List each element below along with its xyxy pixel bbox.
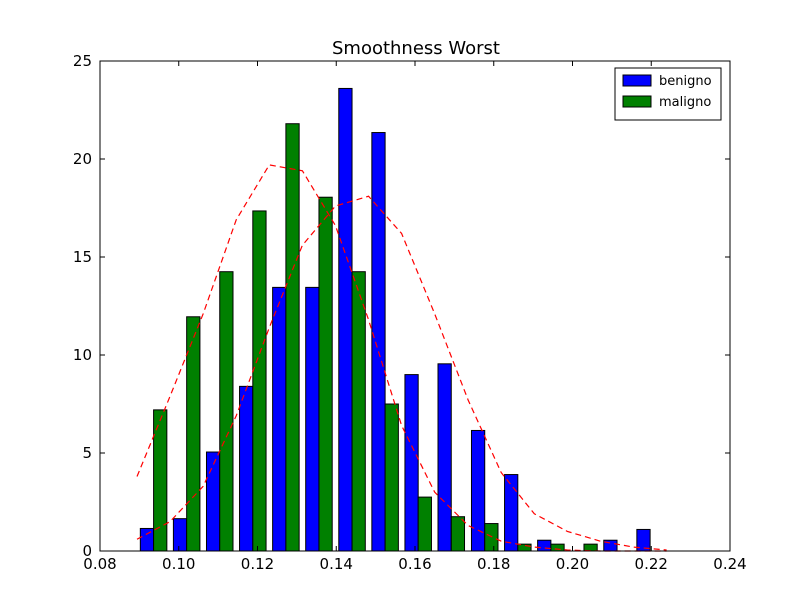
bar-benigno-9 — [437, 363, 452, 552]
y-tick-label: 25 — [73, 52, 92, 70]
bar-benigno-8 — [404, 374, 419, 552]
y-tick-label: 15 — [73, 248, 92, 266]
x-tick-label: 0.08 — [83, 555, 116, 573]
bar-maligno-9 — [450, 516, 466, 552]
bar-benigno-7 — [371, 132, 386, 552]
legend-label-benigno: benigno — [659, 74, 712, 89]
bar-benigno-5 — [305, 286, 320, 552]
legend-label-maligno: maligno — [659, 95, 711, 110]
bar-maligno-7 — [384, 403, 399, 552]
legend-swatch-maligno — [622, 95, 652, 108]
bar-maligno-6 — [351, 271, 366, 552]
bar-maligno-3 — [252, 210, 267, 552]
x-tick-label: 0.14 — [320, 555, 353, 573]
x-axis: 0.08 0.10 0.12 0.14 0.16 0.18 0.20 0.22 0.24 — [83, 61, 747, 573]
x-tick-label: 0.16 — [398, 555, 431, 573]
x-tick-label: 0.24 — [713, 555, 746, 573]
y-tick-label: 10 — [73, 346, 92, 364]
chart-title: Smoothness Worst — [332, 38, 500, 59]
fit-curve-0 — [136, 195, 667, 551]
bar-maligno-12 — [550, 543, 565, 552]
bar-maligno-2 — [219, 271, 234, 552]
x-tick-label: 0.20 — [556, 555, 589, 573]
bar-maligno-5 — [318, 196, 333, 552]
y-tick-label: 20 — [73, 150, 92, 168]
bar-maligno-1 — [186, 316, 201, 552]
bar-maligno-11 — [517, 543, 532, 552]
legend-swatch-benigno — [622, 74, 652, 87]
bar-benigno-11 — [504, 474, 519, 552]
bar-benigno-0 — [139, 527, 155, 552]
bar-maligno-4 — [285, 123, 300, 552]
x-tick-label: 0.12 — [241, 555, 274, 573]
bar-benigno-3 — [239, 385, 254, 552]
bar-benigno-2 — [205, 451, 221, 552]
bar-benigno-4 — [272, 286, 287, 552]
bar-benigno-1 — [172, 518, 188, 552]
bar-maligno-8 — [417, 496, 432, 552]
y-tick-label: 0 — [82, 542, 92, 560]
x-tick-label: 0.18 — [477, 555, 510, 573]
y-tick-label: 5 — [82, 444, 92, 462]
fit-curves-layer — [136, 164, 667, 552]
x-tick-label: 0.10 — [162, 555, 195, 573]
fit-curve-1 — [136, 164, 667, 552]
legend: benigno maligno — [614, 67, 722, 121]
y-axis: 0 5 10 15 20 25 — [73, 52, 730, 560]
x-tick-label: 0.22 — [635, 555, 668, 573]
bar-maligno-10 — [484, 523, 499, 552]
bar-benigno-6 — [338, 87, 353, 552]
bars-layer — [139, 87, 651, 552]
bar-benigno-12 — [537, 539, 552, 552]
